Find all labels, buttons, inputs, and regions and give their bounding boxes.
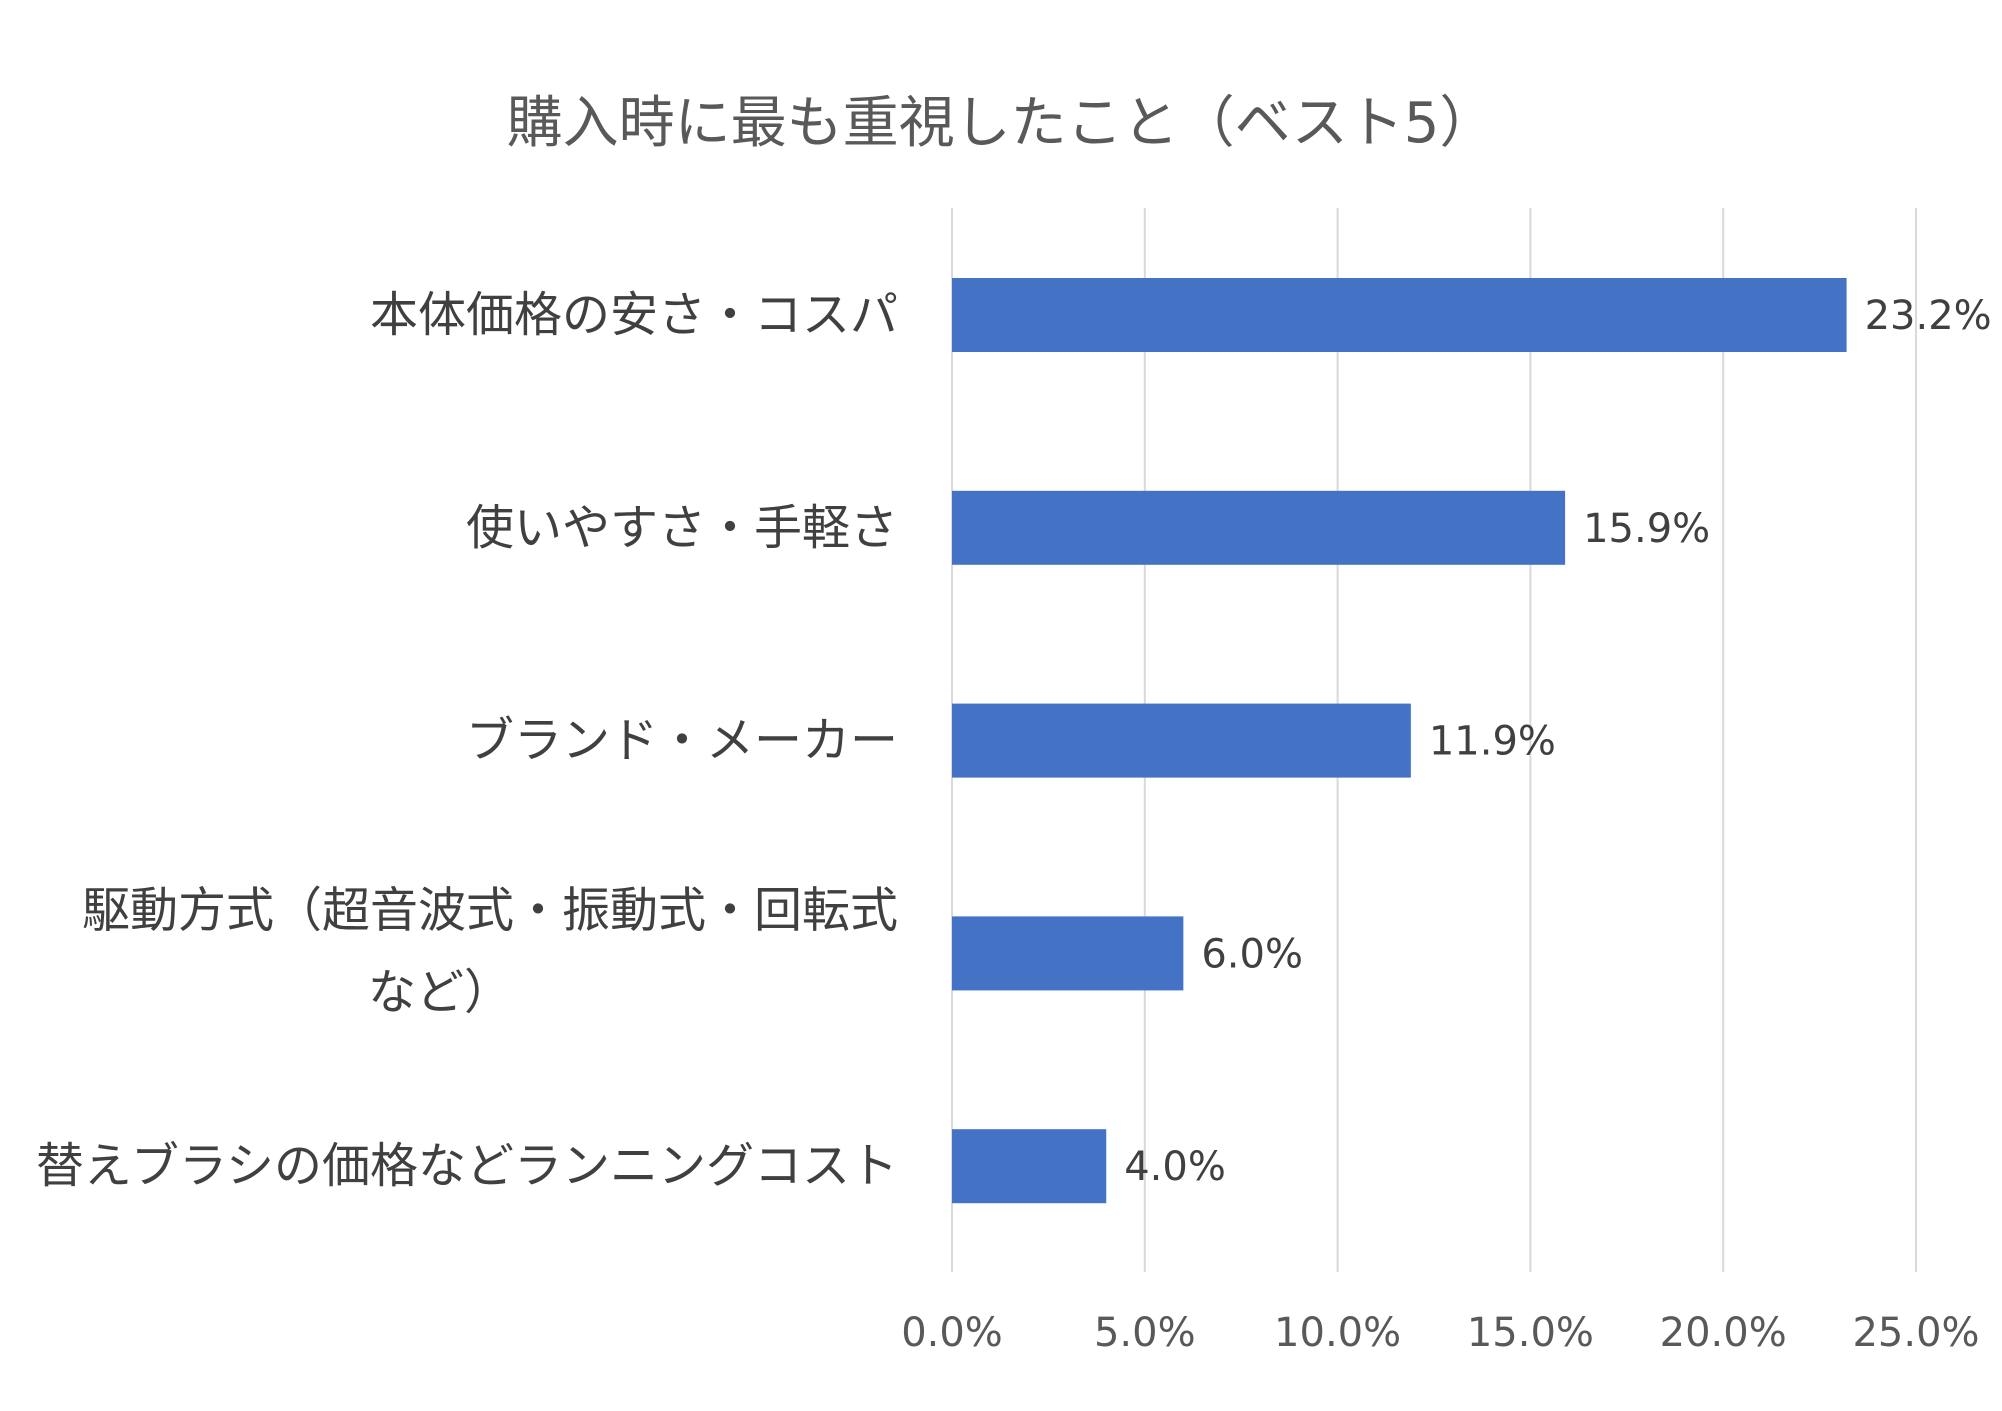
- x-tick-label-4: 20.0%: [1660, 1310, 1787, 1356]
- data-label-0: 23.2%: [1865, 293, 1992, 339]
- bar-1: [952, 490, 1566, 565]
- data-label-4: 4.0%: [1124, 1144, 1226, 1190]
- category-label-0-line-0: 本体価格の安さ・コスパ: [370, 287, 898, 343]
- category-label-2-line-0: ブランド・メーカー: [466, 713, 898, 769]
- category-label-4: 替えブラシの価格などランニングコスト: [36, 1138, 898, 1194]
- category-label-3-line-0: 駆動方式（超音波式・振動式・回転式: [82, 882, 898, 938]
- category-label-1-line-0: 使いやすさ・手軽さ: [466, 500, 898, 556]
- category-labels: 本体価格の安さ・コスパ使いやすさ・手軽さブランド・メーカー駆動方式（超音波式・振…: [36, 287, 898, 1194]
- category-label-1: 使いやすさ・手軽さ: [466, 500, 898, 556]
- data-label-1: 15.9%: [1583, 506, 1710, 552]
- x-tick-label-1: 5.0%: [1094, 1310, 1196, 1356]
- bar-4: [952, 1129, 1107, 1204]
- x-tick-label-2: 10.0%: [1274, 1310, 1401, 1356]
- x-tick-label-5: 25.0%: [1852, 1310, 1979, 1356]
- bar-2: [952, 703, 1411, 778]
- bars: [952, 278, 1847, 1204]
- x-tick-label-3: 15.0%: [1467, 1310, 1594, 1356]
- bar-3: [952, 916, 1184, 991]
- chart-title: 購入時に最も重視したこと（ベスト5）: [507, 91, 1496, 156]
- category-label-3-line-1: など）: [368, 964, 512, 1020]
- data-label-3: 6.0%: [1201, 931, 1303, 977]
- category-label-0: 本体価格の安さ・コスパ: [370, 287, 898, 343]
- x-tick-label-0: 0.0%: [901, 1310, 1003, 1356]
- category-label-2: ブランド・メーカー: [466, 713, 898, 769]
- category-label-4-line-0: 替えブラシの価格などランニングコスト: [36, 1138, 898, 1194]
- data-label-2: 11.9%: [1429, 719, 1556, 765]
- data-labels: 23.2% 15.9% 11.9% 6.0% 4.0%: [1124, 293, 1991, 1190]
- x-axis-tick-labels: 0.0% 5.0% 10.0% 15.0% 20.0% 25.0%: [901, 1310, 1979, 1356]
- bar-0: [952, 278, 1847, 352]
